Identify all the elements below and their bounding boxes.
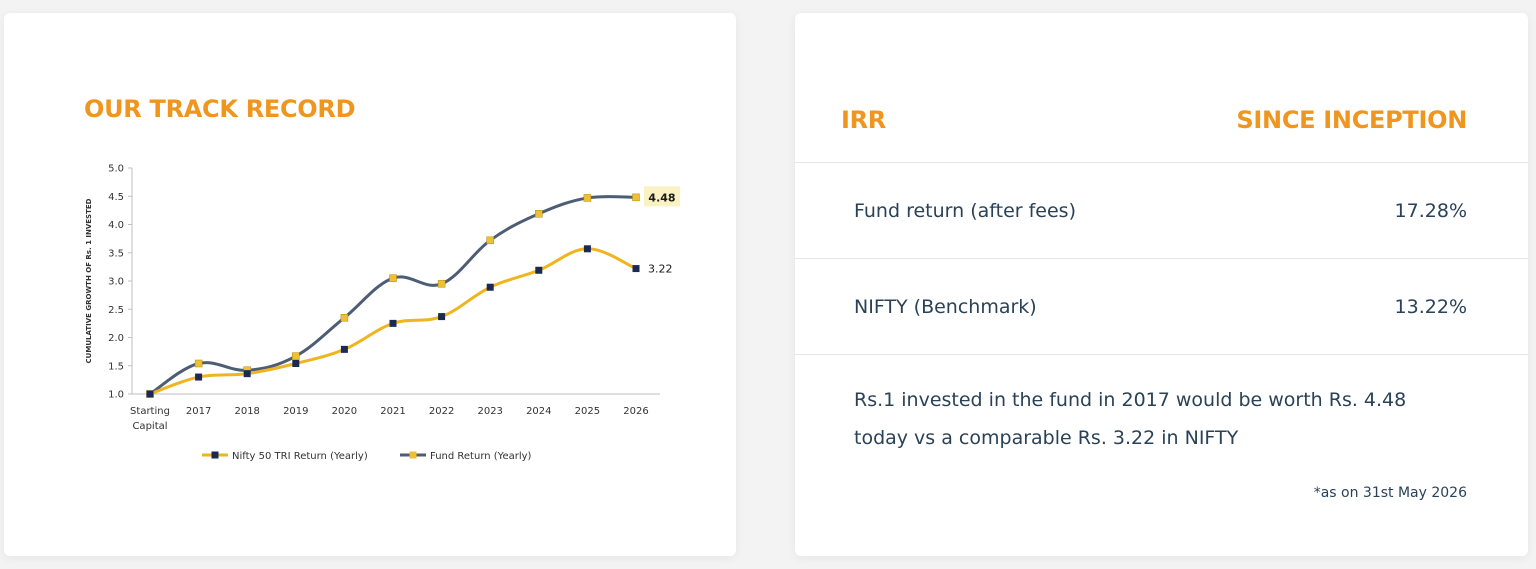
chart-series — [146, 193, 640, 398]
x-tick-label: Capital — [132, 421, 167, 432]
series-point — [583, 194, 592, 202]
series-point — [340, 313, 349, 322]
legend-label: Fund Return (Yearly) — [430, 451, 532, 462]
y-tick-label: 2.0 — [108, 333, 124, 344]
series-point — [486, 236, 494, 245]
x-tick-label: Starting — [130, 406, 170, 417]
x-tick-label: 2022 — [429, 406, 454, 417]
x-tick-label: 2026 — [623, 406, 648, 417]
y-tick-label: 1.0 — [108, 390, 124, 401]
x-tick-label: 2020 — [332, 406, 357, 417]
series-point — [583, 245, 591, 253]
summary-text: Rs.1 invested in the fund in 2017 would … — [854, 381, 1454, 457]
x-tick-label: 2025 — [575, 406, 600, 417]
nifty-benchmark-label: NIFTY (Benchmark) — [854, 296, 1037, 318]
series-point — [340, 345, 348, 353]
legend-marker — [409, 451, 417, 459]
track-record-title: OUR TRACK RECORD — [84, 95, 356, 123]
series-point — [292, 359, 300, 367]
x-tick-label: 2018 — [234, 406, 259, 417]
y-tick-label: 1.5 — [108, 361, 124, 372]
summary-line-1: Rs.1 invested in the fund in 2017 would … — [854, 389, 1407, 411]
series-line — [149, 194, 637, 396]
divider — [795, 258, 1528, 259]
x-tick-label: 2021 — [380, 406, 405, 417]
chart-legend: Nifty 50 TRI Return (Yearly) Fund Return … — [202, 451, 532, 462]
irr-header: IRR — [841, 106, 886, 134]
legend-marker — [211, 451, 219, 459]
series-point — [632, 193, 640, 202]
x-tick-label: 2023 — [477, 406, 502, 417]
end-label-background — [644, 186, 680, 207]
divider — [795, 162, 1528, 163]
series-point — [292, 352, 300, 360]
series-point — [194, 359, 203, 368]
series-point — [486, 283, 494, 291]
series-point — [437, 280, 446, 288]
y-tick-label: 2.5 — [108, 305, 124, 316]
y-tick-label: 4.0 — [108, 220, 124, 231]
series-point — [389, 274, 397, 282]
series-point — [438, 313, 446, 321]
series-point — [243, 370, 251, 378]
y-tick-label: 3.5 — [108, 248, 124, 259]
track-record-card: OUR TRACK RECORD 1.0 1.5 2.0 2.5 3.0 3.5 4.0 4.… — [4, 13, 736, 556]
series-point — [535, 210, 543, 218]
y-tick-label: 3.0 — [108, 277, 124, 288]
y-tick-label: 5.0 — [108, 164, 124, 175]
fund-return-value: 17.28% — [1394, 200, 1467, 222]
series-point — [146, 390, 154, 398]
summary-line-2: today vs a comparable Rs. 3.22 in NIFTY — [854, 427, 1239, 449]
irr-card: IRR SINCE INCEPTION Fund return (after f… — [795, 13, 1528, 556]
track-record-chart: 1.0 1.5 2.0 2.5 3.0 3.5 4.0 4.5 5.0 CUMULATIVE GR… — [85, 164, 680, 462]
legend-label: Nifty 50 TRI Return (Yearly) — [232, 451, 368, 462]
chart-axes: 1.0 1.5 2.0 2.5 3.0 3.5 4.0 4.5 5.0 CUMULATIVE GR… — [85, 164, 660, 432]
series-point — [195, 373, 203, 381]
x-tick-label: 2019 — [283, 406, 308, 417]
as-on-date-note: *as on 31st May 2026 — [1313, 485, 1467, 501]
series-point — [535, 266, 543, 274]
divider — [795, 354, 1528, 355]
series-point — [632, 265, 640, 273]
y-tick-label: 4.5 — [108, 192, 124, 203]
nifty-end-label: 3.22 — [648, 263, 673, 276]
nifty-benchmark-value: 13.22% — [1394, 296, 1467, 318]
x-tick-label: 2017 — [186, 406, 211, 417]
y-axis-title: CUMULATIVE GROWTH OF Rs. 1 INVESTED — [85, 198, 93, 363]
fund-end-label: 4.48 — [648, 191, 675, 204]
x-tick-label: 2024 — [526, 406, 551, 417]
since-inception-header: SINCE INCEPTION — [1236, 106, 1467, 134]
fund-return-label: Fund return (after fees) — [854, 200, 1076, 222]
chart-labels: 4.48 3.22 — [644, 186, 680, 276]
series-point — [389, 319, 397, 327]
